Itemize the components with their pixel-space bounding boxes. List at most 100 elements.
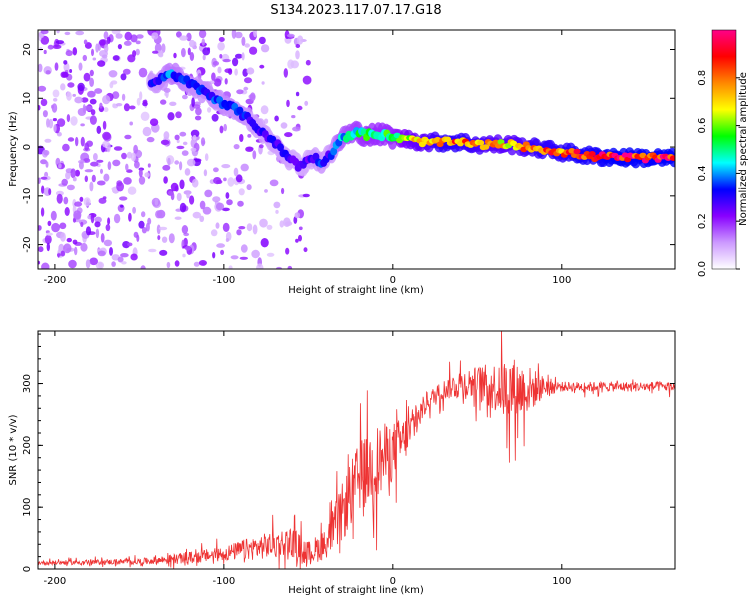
noise-blob (223, 123, 227, 132)
noise-blob (238, 226, 246, 230)
noise-blob (246, 184, 252, 191)
y-tick-label: -10 (22, 188, 33, 204)
noise-blob (244, 43, 250, 48)
noise-blob (213, 167, 219, 173)
noise-blob (210, 229, 218, 237)
noise-blob (219, 125, 224, 134)
noise-blob (176, 192, 182, 202)
noise-blob (38, 85, 47, 92)
noise-blob (193, 261, 200, 267)
noise-blob (95, 261, 105, 269)
noise-blob (294, 212, 301, 219)
noise-blob (140, 265, 146, 269)
noise-blob (75, 136, 79, 147)
noise-blob (145, 222, 150, 232)
noise-blob (124, 134, 132, 140)
noise-blob (64, 207, 70, 216)
noise-blob (225, 192, 230, 199)
noise-blob (120, 253, 129, 258)
noise-blob (116, 181, 124, 192)
noise-blob (298, 234, 302, 242)
noise-blob (55, 190, 64, 196)
noise-blob (52, 118, 58, 122)
noise-blob (297, 105, 303, 111)
noise-blob (63, 62, 70, 72)
noise-blob (202, 54, 206, 61)
noise-blob (234, 68, 238, 76)
noise-blob (191, 178, 199, 188)
noise-blob (213, 177, 222, 185)
noise-blob (276, 266, 282, 269)
noise-blob (226, 199, 233, 206)
noise-blob (215, 222, 220, 229)
heatmap-x-axis-label: Height of straight line (km) (288, 285, 424, 296)
noise-blob (89, 257, 98, 266)
noise-blob (107, 161, 112, 171)
noise-blob (94, 221, 101, 228)
noise-blob (66, 184, 75, 191)
noise-blob (53, 98, 58, 102)
noise-blob (132, 206, 137, 214)
noise-blob (50, 210, 57, 221)
noise-blob (97, 60, 106, 67)
noise-blob (69, 69, 73, 73)
noise-blob (218, 37, 225, 42)
noise-blob (125, 163, 129, 171)
noise-blob (260, 105, 269, 115)
noise-blob (106, 36, 111, 44)
ridge-blob (588, 151, 596, 157)
noise-blob (46, 242, 50, 252)
noise-blob (174, 185, 179, 192)
noise-blob (75, 169, 80, 177)
ridge-blob (330, 147, 338, 156)
noise-blob (181, 225, 189, 234)
snr-y-ticks: 0 100 200 300 (22, 333, 675, 572)
noise-blob (56, 30, 60, 34)
noise-blob (113, 146, 123, 151)
noise-blob (181, 150, 189, 156)
noise-blob (83, 39, 88, 45)
noise-blob (48, 188, 52, 196)
noise-blob (102, 141, 109, 148)
noise-blob (162, 164, 171, 171)
noise-blob (83, 72, 91, 82)
noise-blob (228, 68, 233, 75)
noise-blob (169, 101, 177, 107)
noise-blob (155, 210, 163, 219)
noise-blob (167, 190, 174, 196)
noise-blob (121, 152, 127, 160)
noise-blob (80, 123, 85, 127)
noise-blob (73, 210, 82, 220)
noise-blob (159, 249, 168, 256)
noise-blob (140, 111, 150, 122)
noise-blob (168, 233, 175, 244)
noise-blob (60, 232, 66, 242)
noise-blob (63, 243, 72, 254)
y-tick-label: 100 (22, 498, 33, 517)
heatmap-x-ticks: -200 -100 0 100 (44, 30, 571, 286)
noise-blob (227, 177, 235, 187)
noise-blob (122, 241, 130, 249)
noise-blob (179, 161, 183, 171)
noise-blob (82, 54, 88, 62)
noise-blob (163, 131, 170, 140)
ridge-blob (236, 106, 244, 115)
noise-blob (138, 67, 148, 78)
noise-blob (203, 169, 208, 177)
noise-blob (240, 244, 248, 253)
noise-blob (157, 235, 161, 241)
noise-blob (240, 163, 249, 172)
noise-blob (174, 216, 182, 220)
noise-blob (95, 228, 100, 239)
noise-blob (128, 212, 132, 222)
noise-blob (112, 159, 121, 167)
noise-blob (103, 173, 110, 182)
noise-blob (258, 36, 266, 45)
noise-blob (85, 226, 92, 236)
snr-y-axis-label: SNR (10 * v/v) (8, 414, 19, 485)
noise-blob (215, 202, 225, 211)
noise-blob (186, 191, 190, 199)
